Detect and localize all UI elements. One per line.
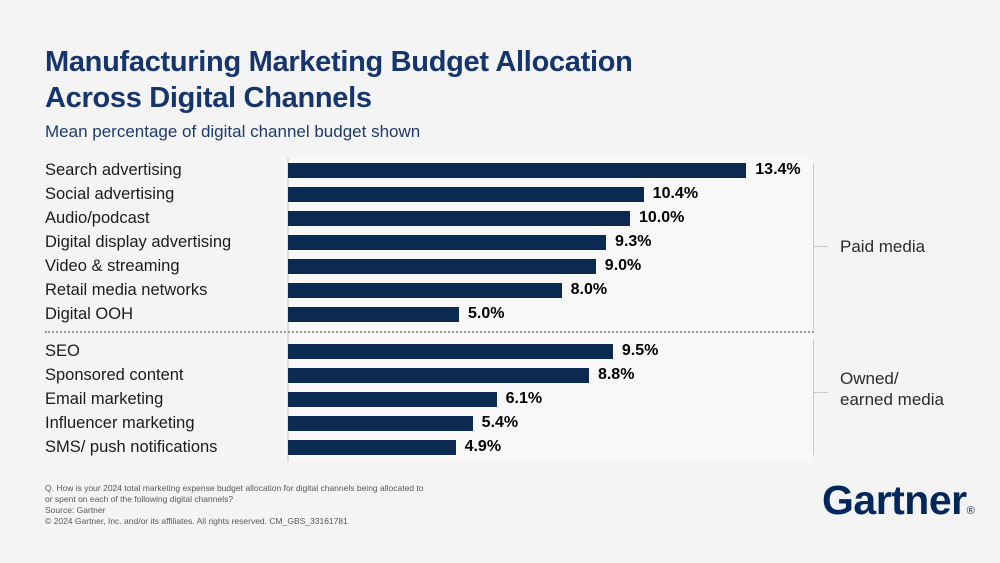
- bar: [288, 439, 456, 455]
- category-label: Email marketing: [45, 389, 164, 408]
- bar: [288, 234, 607, 250]
- value-label: 8.0%: [570, 281, 608, 298]
- chart-title-line1: Manufacturing Marketing Budget Allocatio…: [45, 46, 633, 78]
- owned-earned-media-group-label-line1: Owned/: [840, 369, 899, 388]
- bar: [288, 343, 613, 359]
- bar-row: Retail media networks 8.0%: [45, 278, 813, 302]
- bar: [288, 367, 589, 383]
- category-label: SMS/ push notifications: [45, 437, 218, 456]
- bar: [288, 162, 747, 178]
- chart-title-line2: Across Digital Channels: [45, 82, 372, 114]
- category-label: Retail media networks: [45, 280, 208, 299]
- bar: [288, 258, 596, 274]
- gartner-logo-text: Gartner: [822, 477, 967, 523]
- bar-row: Audio/podcast 10.0%: [45, 206, 813, 230]
- value-label: 5.4%: [481, 414, 519, 431]
- value-label: 9.5%: [621, 342, 659, 359]
- category-label: Sponsored content: [45, 365, 184, 384]
- footnote-question-line2: or spent on each of the following digita…: [45, 494, 234, 504]
- bar-row: SEO 9.5%: [45, 339, 813, 363]
- bar-row: Social advertising 10.4%: [45, 182, 813, 206]
- registered-trademark-icon: ®: [966, 505, 975, 517]
- bar-row: Video & streaming 9.0%: [45, 254, 813, 278]
- category-label: Audio/podcast: [45, 208, 150, 227]
- value-label: 9.0%: [604, 257, 642, 274]
- category-label: Video & streaming: [45, 256, 180, 275]
- bar-row: Digital display advertising 9.3%: [45, 230, 813, 254]
- group-divider-dotted-line: [45, 331, 814, 333]
- bar-group-paid-media: Search advertising 13.4% Social advertisin…: [45, 158, 813, 326]
- owned-earned-media-bracket-tick: [813, 392, 828, 393]
- category-label: Influencer marketing: [45, 413, 195, 432]
- bar: [288, 306, 459, 322]
- owned-earned-media-group-label: Owned/ earned media: [840, 368, 944, 410]
- bar-row: Influencer marketing 5.4%: [45, 411, 813, 435]
- value-label: 4.9%: [464, 438, 502, 455]
- value-label: 10.0%: [639, 209, 685, 226]
- bar-row: Search advertising 13.4%: [45, 158, 813, 182]
- bar: [288, 186, 644, 202]
- value-label: 8.8%: [597, 366, 635, 383]
- bar-row: Sponsored content 8.8%: [45, 363, 813, 387]
- category-label: Digital OOH: [45, 304, 134, 323]
- bar: [288, 210, 630, 226]
- bar: [288, 282, 562, 298]
- paid-media-group-label-text: Paid media: [840, 237, 926, 256]
- gartner-logo: Gartner®: [822, 477, 975, 524]
- owned-earned-media-bracket-line: [813, 339, 814, 455]
- footnote-source: Source: Gartner: [45, 505, 106, 515]
- value-label: 10.4%: [652, 185, 699, 202]
- bar: [288, 391, 497, 407]
- chart-title: Manufacturing Marketing Budget Allocatio…: [45, 44, 633, 116]
- bar-row: Digital OOH 5.0%: [45, 302, 813, 326]
- category-label: SEO: [45, 341, 80, 360]
- value-label: 6.1%: [505, 390, 543, 407]
- footnote-copyright: © 2024 Gartner, Inc. and/or its affiliat…: [45, 516, 348, 526]
- category-label: Digital display advertising: [45, 232, 232, 251]
- chart-subtitle: Mean percentage of digital channel budge…: [45, 122, 421, 141]
- category-label: Search advertising: [45, 160, 182, 179]
- footnote-question-line1: Q. How is your 2024 total marketing expe…: [45, 483, 424, 493]
- value-label: 13.4%: [755, 161, 801, 178]
- bar-group-owned-earned-media: SEO 9.5% Sponsored content 8.8% Email market…: [45, 339, 813, 459]
- category-label: Social advertising: [45, 184, 175, 203]
- value-label: 5.0%: [468, 305, 505, 322]
- bar-chart: Search advertising 13.4% Social advertisin…: [45, 158, 955, 464]
- bar: [288, 415, 473, 431]
- owned-earned-media-group-label-line2: earned media: [840, 390, 944, 409]
- value-label: 9.3%: [615, 233, 652, 250]
- paid-media-bracket-tick: [813, 246, 828, 247]
- bar-row: SMS/ push notifications 4.9%: [45, 435, 813, 459]
- footnote: Q. How is your 2024 total marketing expe…: [45, 483, 423, 527]
- paid-media-group-label: Paid media: [840, 236, 925, 257]
- bar-row: Email marketing 6.1%: [45, 387, 813, 411]
